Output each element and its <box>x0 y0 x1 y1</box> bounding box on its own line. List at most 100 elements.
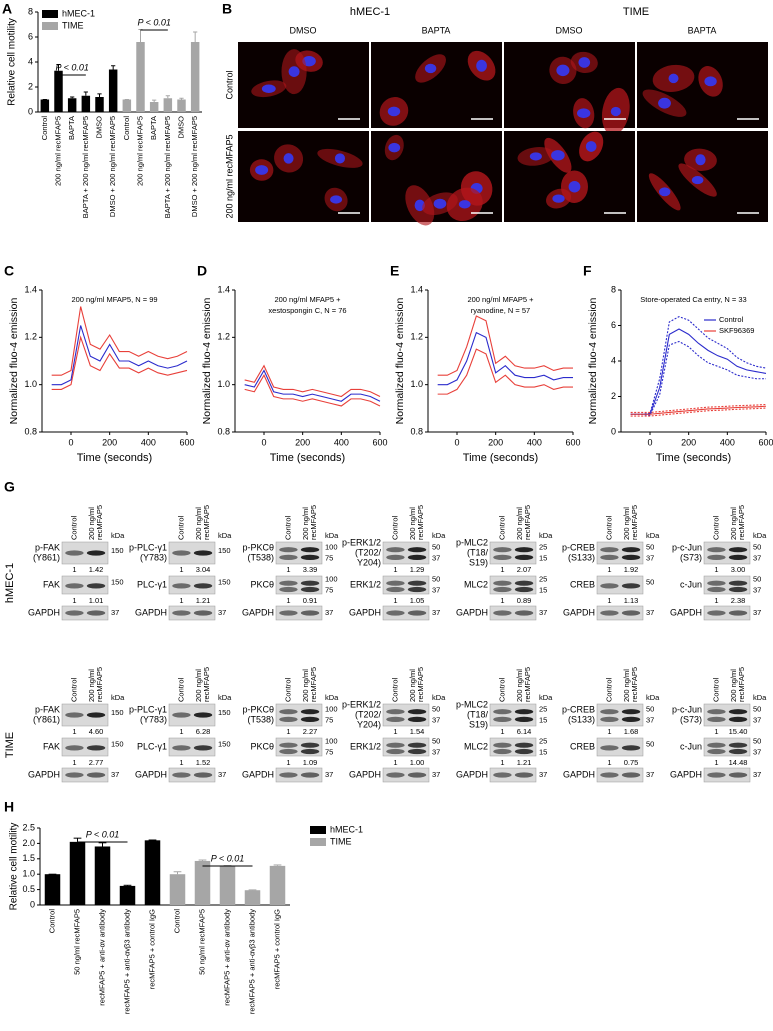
blot <box>703 767 751 783</box>
blot-band <box>493 709 512 715</box>
y-tick-label: 1.5 <box>22 853 35 863</box>
marker-label: 75 <box>325 747 333 756</box>
lane-label: recMFAP5 <box>416 505 425 540</box>
y-axis-label: Relative cell motility <box>9 823 20 911</box>
bar <box>244 890 261 905</box>
phospho-label: (T202/ <box>355 547 382 557</box>
error-bar <box>56 64 61 71</box>
y-tick-label: 1.4 <box>217 284 230 294</box>
blot-band <box>172 550 191 556</box>
category-label: BAPTA <box>149 116 158 140</box>
bar <box>108 69 118 112</box>
quantification: 15.40 <box>729 727 748 736</box>
cell-line-label: hMEC-1 <box>350 6 390 18</box>
blot-band <box>707 580 726 586</box>
blot-band <box>279 610 298 616</box>
blot-band <box>600 716 619 723</box>
y-axis-label: Normalized fluo-4 emission <box>394 298 406 425</box>
nucleus <box>704 76 717 87</box>
blot-band <box>728 742 748 748</box>
data-line <box>630 405 767 415</box>
blot-band <box>300 586 320 593</box>
nucleus <box>551 150 565 161</box>
x-tick-label: 600 <box>758 437 773 447</box>
category-label: 50 ng/ml recMFAP5 <box>72 909 81 975</box>
blot <box>596 575 644 595</box>
lane-label: 200 ng/ml <box>729 669 738 702</box>
total-label: c-Jun <box>680 741 702 751</box>
quantification: 0.91 <box>303 596 318 605</box>
blot <box>275 541 323 565</box>
blot-band <box>621 745 641 751</box>
marker-label: 150 <box>218 577 231 586</box>
phospho-label: p-MLC2 <box>456 699 488 709</box>
marker-label: 37 <box>111 608 119 617</box>
significance-label: P < 0.01 <box>211 853 244 863</box>
blot-band <box>193 772 213 778</box>
nucleus <box>568 180 581 193</box>
significance-label: P < 0.01 <box>55 62 88 72</box>
bar <box>119 885 136 905</box>
loading-label: GAPDH <box>563 769 595 779</box>
lane-label: recMFAP5 <box>416 667 425 702</box>
treatment-label: DMSO <box>556 25 583 35</box>
blot-bg <box>61 767 109 783</box>
nucleus <box>658 97 671 109</box>
category-label: BAPTA <box>67 116 76 140</box>
data-line <box>630 407 767 417</box>
x-tick-label: 400 <box>141 437 156 447</box>
blot-band <box>407 748 427 755</box>
x-tick-label: 0 <box>454 437 459 447</box>
nucleus <box>691 176 704 185</box>
quantification: 1.92 <box>624 565 639 574</box>
annotation: Store-operated Ca entry, N = 33 <box>640 295 746 304</box>
blot-band <box>514 580 534 586</box>
data-line <box>244 364 381 398</box>
blot-band <box>493 580 512 586</box>
blot-bg <box>703 767 751 783</box>
marker-label: 150 <box>111 708 124 717</box>
blot-band <box>514 709 534 715</box>
category-label: Control <box>47 909 56 934</box>
micrograph <box>637 42 768 128</box>
blot-band <box>279 716 298 723</box>
marker-label: 37 <box>539 608 547 617</box>
nucleus <box>552 194 565 203</box>
blot-bg <box>61 737 109 757</box>
blot-bg <box>489 767 537 783</box>
phospho-label: (S73) <box>680 552 702 562</box>
blot <box>382 541 430 565</box>
error-bar <box>173 871 182 875</box>
y-axis-label: Normalized fluo-4 emission <box>201 298 213 425</box>
marker-label: 25 <box>539 737 547 746</box>
marker-label: 100 <box>325 737 338 746</box>
lane-label: Control <box>711 515 720 540</box>
category-label: 50 ng/ml recMFAP5 <box>197 909 206 975</box>
blot-band <box>493 748 512 755</box>
quantification: 1 <box>393 758 397 767</box>
blot-band <box>621 547 641 553</box>
lane-label: recMFAP5 <box>309 505 318 540</box>
quantification: 1 <box>179 727 183 736</box>
bar <box>69 841 86 905</box>
blot <box>703 737 751 757</box>
blot-band <box>707 716 726 723</box>
blot-bg <box>489 605 537 621</box>
y-tick-label: 1.2 <box>217 332 230 342</box>
x-axis-label: Time (seconds) <box>270 452 345 464</box>
blot-band <box>493 586 512 593</box>
blot-band <box>386 610 405 616</box>
blot-band <box>65 583 84 589</box>
marker-label: 75 <box>325 553 333 562</box>
blot-bg <box>168 703 216 727</box>
blot-band <box>707 547 726 553</box>
blot-band <box>279 772 298 778</box>
blot <box>275 575 323 595</box>
blot-band <box>279 586 298 593</box>
condition-label: Control <box>224 70 234 99</box>
kda-label: kDa <box>539 531 553 540</box>
quantification: 0.75 <box>624 758 639 767</box>
error-bar <box>83 91 88 96</box>
blot-band <box>300 547 320 553</box>
blot-band <box>707 586 726 593</box>
